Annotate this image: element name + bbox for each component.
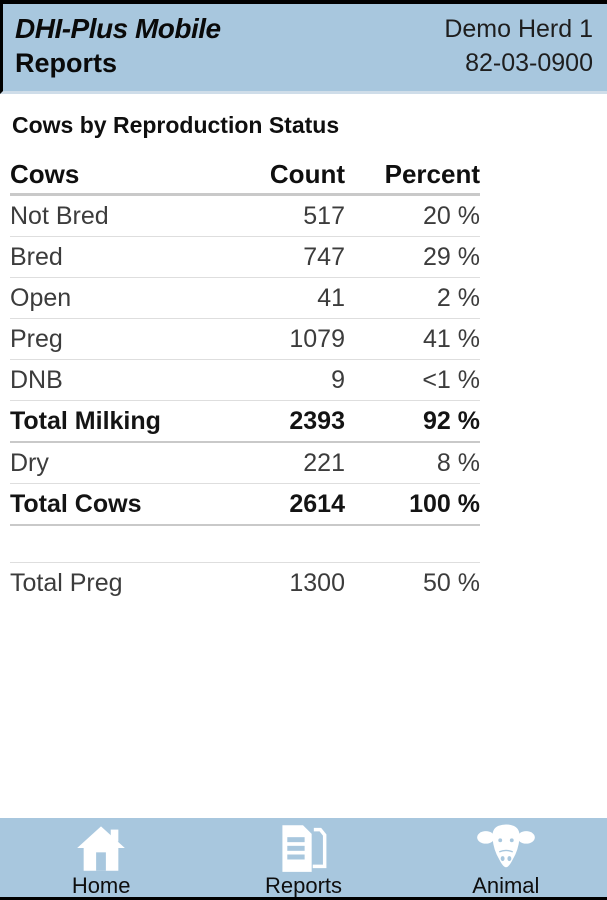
table-header-row: Cows Count Percent xyxy=(10,155,480,196)
cell-percent: <1 % xyxy=(345,359,480,401)
cell-count: 221 xyxy=(232,442,345,484)
cell-percent: 2 % xyxy=(345,277,480,319)
cell-label: Total Cows xyxy=(10,483,232,526)
cell-percent: 8 % xyxy=(345,442,480,484)
cell-label: Open xyxy=(10,277,232,319)
cell-percent: 50 % xyxy=(423,568,480,597)
cell-label: Dry xyxy=(10,442,232,484)
app-title: DHI-Plus Mobile xyxy=(15,13,221,44)
cell-label: DNB xyxy=(10,359,232,401)
herd-id: 82-03-0900 xyxy=(465,49,593,77)
report-content: Cows by Reproduction Status Cows Count P… xyxy=(0,94,607,603)
cell-count: 2393 xyxy=(232,400,345,443)
nav-label: Reports xyxy=(264,873,343,898)
animal-icon xyxy=(476,823,535,873)
cell-label: Bred xyxy=(10,236,232,278)
column-header-cows: Cows xyxy=(10,155,232,196)
page-title: Reports xyxy=(15,48,118,78)
cell-percent: 29 % xyxy=(345,236,480,278)
cell-percent: 20 % xyxy=(345,194,480,237)
table-row: Open 41 2 % xyxy=(10,277,480,319)
cell-count: 2614 xyxy=(232,483,345,526)
nav-item-home[interactable]: Home xyxy=(0,818,202,897)
cell-label: Total Milking xyxy=(10,400,232,443)
table-row: Bred 747 29 % xyxy=(10,236,480,278)
cell-percent: 100 % xyxy=(345,483,480,526)
table-row-total-preg: Total Preg 1300 50 % xyxy=(10,563,480,604)
herd-info: Demo Herd 1 82-03-0900 xyxy=(444,12,593,80)
reports-icon xyxy=(277,823,329,873)
cell-percent: 92 % xyxy=(345,400,480,443)
table-row: Total Cows 2614 100 % xyxy=(10,483,480,526)
nav-item-animal[interactable]: Animal xyxy=(405,818,607,897)
table-row: Total Milking 2393 92 % xyxy=(10,400,480,443)
cell-count: 41 xyxy=(232,277,345,319)
table-row: DNB 9 <1 % xyxy=(10,359,480,401)
nav-label: Animal xyxy=(472,873,540,898)
nav-item-reports[interactable]: Reports xyxy=(202,818,404,897)
table-row: Preg 1079 41 % xyxy=(10,318,480,360)
cell-count: 1079 xyxy=(232,318,345,360)
header-titles: DHI-Plus Mobile Reports xyxy=(15,12,221,80)
column-header-count: Count xyxy=(232,155,345,196)
cell-percent: 41 % xyxy=(345,318,480,360)
cell-label: Not Bred xyxy=(10,194,232,237)
reproduction-status-table: Cows Count Percent Not Bred 517 20 % Bred 74… xyxy=(10,155,480,603)
spacer-row xyxy=(10,525,480,563)
herd-name: Demo Herd 1 xyxy=(444,15,593,43)
cell-count: 747 xyxy=(232,236,345,278)
cell-label: Preg xyxy=(10,318,232,360)
cell-count: 9 xyxy=(232,359,345,401)
table-row: Dry 221 8 % xyxy=(10,442,480,484)
report-title: Cows by Reproduction Status xyxy=(12,112,340,138)
app-header: DHI-Plus Mobile Reports Demo Herd 1 82-0… xyxy=(0,4,607,94)
cell-count: 517 xyxy=(232,194,345,237)
column-header-percent: Percent xyxy=(345,155,480,196)
nav-label: Home xyxy=(71,873,131,898)
home-icon xyxy=(75,823,127,873)
cell-label: Total Preg xyxy=(10,568,123,597)
cell-count: 1300 xyxy=(289,568,345,597)
bottom-nav: Home Reports xyxy=(0,818,607,897)
table-row: Not Bred 517 20 % xyxy=(10,194,480,237)
